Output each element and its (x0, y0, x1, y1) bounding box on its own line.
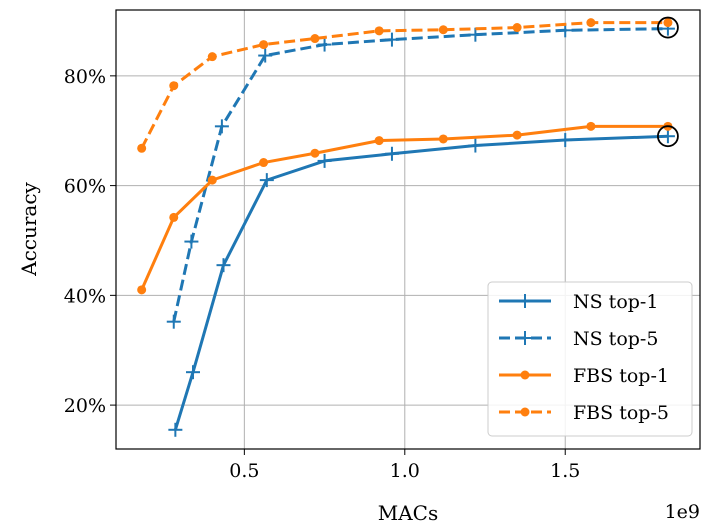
y-tick-label-2: 60% (64, 176, 106, 198)
legend-label-1: NS top-5 (573, 328, 658, 350)
highlight-circle-0 (657, 16, 679, 39)
data-point-1-0 (166, 314, 181, 329)
data-point-0-2 (216, 258, 231, 273)
data-point-3-4 (310, 34, 320, 44)
x-tick-label-0: 0.5 (229, 460, 259, 482)
data-point-3-3 (259, 40, 269, 50)
legend-label-0: NS top-1 (573, 291, 658, 313)
data-point-2-2 (207, 175, 217, 185)
legend-marker-0 (518, 294, 532, 308)
data-point-2-8 (586, 121, 596, 131)
x-tick-label-2: 1.5 (550, 460, 580, 482)
x-axis-title: MACs (378, 501, 439, 525)
data-point-1-1 (184, 234, 199, 249)
legend-entry-3: FBS top-5 (499, 402, 669, 424)
y-tick-label-1: 40% (64, 285, 106, 307)
data-point-0-7 (558, 133, 573, 148)
legend-marker-3 (520, 407, 530, 417)
data-point-0-8 (660, 129, 675, 144)
data-point-3-8 (586, 18, 596, 28)
data-point-2-3 (259, 158, 269, 168)
series-3 (137, 18, 673, 153)
series-0 (168, 129, 675, 437)
data-point-0-6 (468, 138, 483, 153)
ticks: 0.5 1.0 1.5 20% 40% 60% 80% (64, 66, 581, 482)
series-1 (166, 21, 675, 329)
data-point-1-4 (317, 37, 332, 52)
data-point-2-4 (310, 148, 320, 158)
data-point-1-5 (384, 32, 399, 47)
data-point-3-7 (512, 23, 522, 33)
highlight-circle-1 (657, 125, 679, 148)
data-point-3-2 (207, 52, 217, 62)
annotation-layer (657, 16, 679, 148)
legend-entry-1: NS top-5 (499, 328, 658, 350)
data-point-2-5 (374, 136, 384, 146)
x-offset-label: 1e9 (665, 501, 700, 523)
y-tick-label-3: 80% (64, 66, 106, 88)
data-point-2-0 (137, 285, 147, 295)
series-line-2 (140, 124, 668, 291)
legend-box (487, 281, 693, 437)
series-2 (137, 121, 673, 295)
data-point-2-7 (512, 130, 522, 140)
data-point-3-9 (663, 18, 673, 28)
y-tick-label-0: 20% (64, 395, 106, 417)
data-point-2-6 (438, 134, 448, 144)
x-tick-label-1: 1.0 (390, 460, 420, 482)
data-point-0-1 (186, 365, 201, 380)
data-point-3-0 (137, 143, 147, 153)
data-point-3-1 (169, 81, 179, 91)
data-point-3-6 (438, 25, 448, 35)
data-point-0-0 (168, 422, 183, 437)
data-point-2-1 (169, 212, 179, 222)
series-line-1 (172, 27, 668, 323)
series-layer (137, 18, 675, 437)
legend-entry-0: NS top-1 (499, 291, 658, 313)
legend-marker-2 (520, 370, 530, 380)
data-point-1-6 (468, 27, 483, 42)
grid (116, 10, 700, 449)
y-axis-title: Accuracy (17, 181, 41, 276)
data-point-1-2 (214, 119, 229, 134)
plot-frame (115, 9, 701, 450)
legend: NS top-1 NS top-5 FBS top-1 FBS top-5 (487, 281, 693, 437)
data-point-1-3 (258, 48, 273, 63)
legend-label-2: FBS top-1 (573, 365, 669, 387)
legend-marker-1 (518, 331, 532, 345)
data-point-0-3 (259, 173, 274, 188)
legend-label-3: FBS top-5 (573, 402, 669, 424)
data-point-0-5 (384, 146, 399, 161)
data-point-3-5 (374, 26, 384, 36)
legend-entry-2: FBS top-1 (499, 365, 669, 387)
data-point-0-4 (317, 153, 332, 168)
